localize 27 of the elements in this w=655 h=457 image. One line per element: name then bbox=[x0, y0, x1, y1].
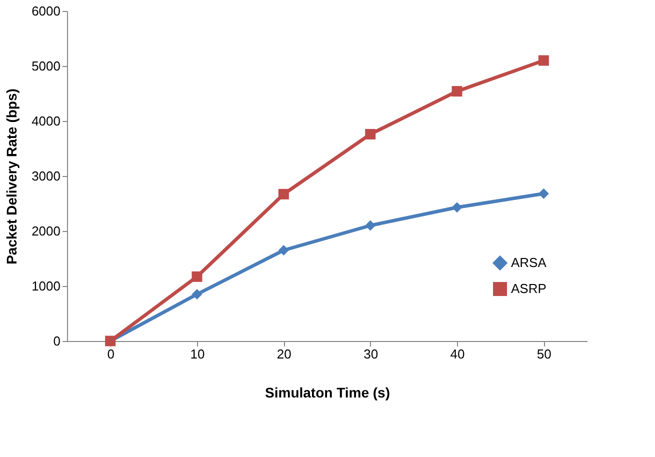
point bbox=[538, 188, 549, 199]
point bbox=[278, 245, 289, 256]
y-tick-label: 2000 bbox=[32, 224, 60, 238]
x-tick-label: 40 bbox=[450, 346, 465, 362]
point bbox=[192, 289, 202, 300]
y-tick-label: 1000 bbox=[32, 278, 60, 294]
x-tick-label: 50 bbox=[536, 346, 552, 362]
point bbox=[192, 271, 202, 282]
y-tick-label: 5000 bbox=[32, 58, 60, 74]
point bbox=[452, 202, 462, 213]
legend-label: ASRP bbox=[511, 281, 546, 296]
point bbox=[365, 220, 376, 231]
x-tick-label: 30 bbox=[364, 346, 378, 362]
x-tick-label: 20 bbox=[276, 346, 292, 362]
y-tick-label: 6000 bbox=[32, 4, 60, 18]
point bbox=[365, 128, 376, 140]
legend-label: ARSA bbox=[511, 255, 547, 270]
point bbox=[452, 86, 462, 97]
x-tick-label: 0 bbox=[107, 346, 114, 362]
y-tick-label: 4000 bbox=[32, 114, 60, 128]
point bbox=[278, 188, 289, 200]
x-tick-label: 10 bbox=[190, 346, 205, 362]
point bbox=[538, 55, 549, 66]
y-tick-label: 3000 bbox=[32, 168, 60, 184]
y-axis-title: Packet Delivery Rate (bps) bbox=[4, 88, 20, 264]
y-tick-label: 0 bbox=[53, 334, 60, 348]
x-axis-title: Simulaton Time (s) bbox=[265, 384, 390, 400]
